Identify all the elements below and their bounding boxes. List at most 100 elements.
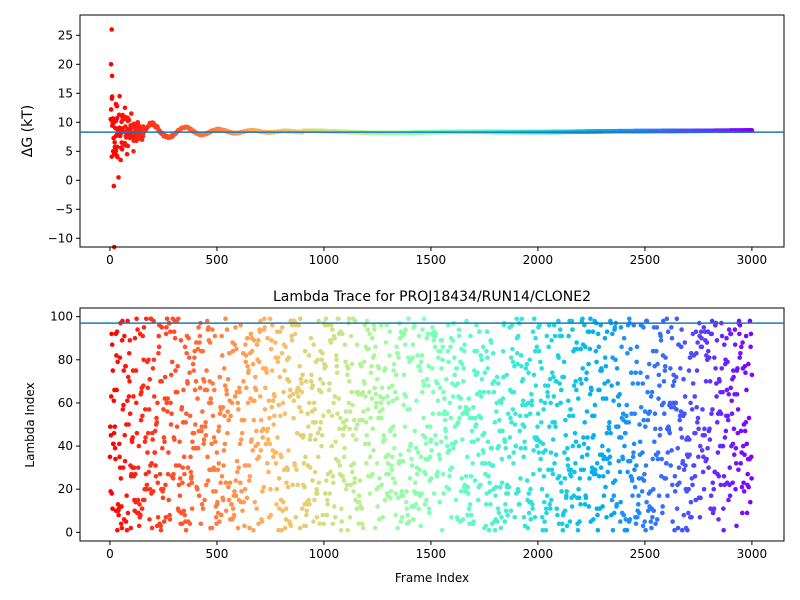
lambda-point (637, 439, 643, 445)
lambda-point (559, 333, 565, 339)
lambda-point (538, 398, 544, 404)
lambda-point (323, 363, 328, 369)
lambda-point (229, 400, 235, 406)
lambda-point (210, 327, 215, 332)
lambda-point (257, 394, 263, 399)
lambda-point (655, 450, 661, 455)
lambda-point (710, 480, 716, 486)
lambda-point (150, 489, 156, 494)
lambda-point (296, 394, 301, 399)
lambda-point (418, 368, 423, 373)
lambda-point (543, 448, 548, 453)
lambda-point (558, 387, 564, 393)
lambda-point (288, 523, 294, 529)
lambda-point (604, 329, 610, 335)
lambda-point (251, 417, 257, 423)
lambda-point (276, 527, 281, 533)
lambda-point (320, 381, 326, 386)
lambda-point (609, 331, 615, 337)
lambda-point (695, 340, 700, 345)
lambda-point (624, 413, 629, 419)
lambda-point (741, 489, 747, 494)
lambda-point (173, 463, 179, 468)
lambda-point (410, 517, 416, 522)
lambda-point (584, 370, 589, 376)
lambda-point (650, 514, 655, 520)
lambda-point (709, 331, 715, 337)
lambda-point (435, 398, 441, 404)
lambda-point (617, 391, 622, 397)
lambda-point (454, 366, 459, 371)
lambda-point (140, 333, 145, 339)
lambda-point (392, 432, 397, 438)
lambda-point (488, 502, 493, 507)
lambda-point (602, 355, 608, 360)
lambda-point (562, 508, 568, 514)
lambda-point (508, 508, 514, 514)
lambda-point (360, 525, 366, 531)
lambda-point (185, 381, 190, 386)
lambda-point (530, 506, 535, 511)
lambda-point (156, 344, 162, 350)
lambda-point (367, 491, 373, 496)
lambda-point (542, 400, 548, 406)
lambda-point (660, 504, 665, 509)
lambda-point (485, 439, 491, 445)
lambda-point (672, 489, 678, 494)
lambda-point (436, 355, 441, 360)
lambda-point (471, 519, 476, 524)
lambda-point (323, 316, 329, 322)
lambda-point (672, 473, 678, 479)
lambda-point (586, 361, 591, 367)
lambda-point (519, 363, 524, 369)
lambda-point (721, 342, 727, 347)
lambda-point (718, 482, 724, 488)
lambda-point (711, 486, 717, 492)
lambda-point (312, 497, 317, 503)
lambda-point (254, 342, 260, 347)
lambda-point (135, 465, 141, 470)
lambda-point (496, 510, 502, 516)
lambda-point (668, 463, 673, 468)
lambda-point (702, 432, 708, 438)
lambda-point (681, 467, 687, 473)
lambda-point (223, 316, 228, 322)
lambda-point (543, 527, 549, 533)
lambda-point (344, 482, 350, 488)
lambda-point (483, 502, 489, 507)
lambda-point (520, 376, 526, 382)
lambda-point (377, 476, 382, 481)
lambda-point (407, 407, 413, 412)
lambda-point (505, 411, 511, 417)
lambda-point (342, 342, 348, 347)
lambda-point (676, 465, 682, 470)
lambda-point (133, 368, 139, 373)
lambda-point (297, 404, 302, 410)
lambda-point (430, 325, 435, 330)
delta-g-point (131, 138, 136, 143)
lambda-point (524, 413, 529, 419)
lambda-point (638, 404, 644, 410)
lambda-point (338, 415, 343, 421)
lambda-point (250, 448, 256, 453)
lambda-point (204, 318, 210, 324)
lambda-point (243, 353, 249, 358)
lambda-point (221, 448, 227, 453)
lambda-point (385, 461, 391, 466)
lambda-point (177, 439, 182, 445)
lambda-point (409, 463, 415, 468)
lambda-point (566, 398, 571, 404)
lambda-point (476, 452, 481, 458)
lambda-point (126, 394, 132, 399)
lambda-point (634, 359, 639, 365)
lambda-point (424, 497, 429, 503)
lambda-point (140, 413, 145, 419)
lambda-point (661, 411, 667, 417)
lambda-point (730, 441, 736, 447)
lambda-point (340, 473, 345, 479)
lambda-point (155, 514, 161, 520)
lambda-trace-plot: Lambda Trace for PROJ18434/RUN14/CLONE2 … (23, 289, 785, 585)
lambda-point (725, 417, 731, 423)
lambda-point (340, 432, 346, 438)
